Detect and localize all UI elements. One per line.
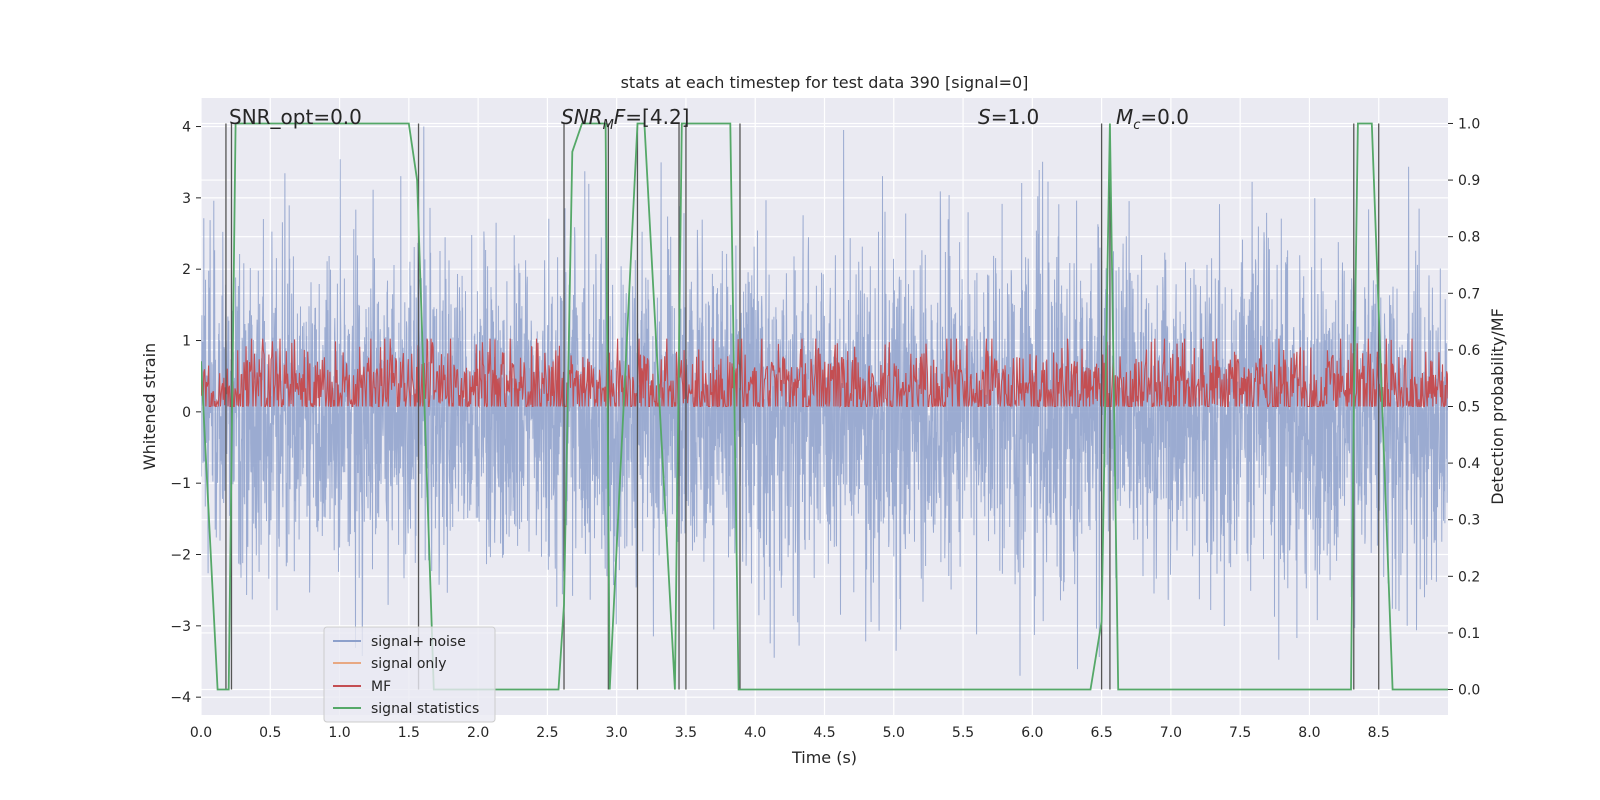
tick-labels: 0.0 0.5 1.0 1.5 2.0 2.5 3.0 3.5 4.0 4.5 5.0 5.5 6.0 6… (170, 116, 1480, 741)
annotation-mc-value: =0.0 (1140, 105, 1189, 129)
x-tick-label: 3.0 (606, 725, 628, 741)
series-layer (201, 122, 1448, 691)
x-tick-label: 4.0 (744, 725, 766, 741)
annotation-s-value: =1.0 (991, 105, 1040, 129)
y-axis-label-left: Whitened strain (140, 343, 159, 470)
x-tick-label: 2.5 (536, 725, 558, 741)
x-tick-label: 2.0 (467, 725, 489, 741)
chart-title: stats at each timestep for test data 390… (621, 73, 1029, 92)
y-tick-label: −1 (170, 476, 191, 492)
y-right-tick-label: 1.0 (1458, 116, 1480, 132)
x-tick-label: 0.5 (259, 725, 281, 741)
x-tick-label: 7.5 (1229, 725, 1251, 741)
y-tick-label: 4 (182, 120, 191, 136)
annotation-snr-opt: SNR_opt=0.0 (229, 105, 362, 129)
x-tick-label: 6.0 (1021, 725, 1043, 741)
x-tick-label: 6.5 (1090, 725, 1112, 741)
y-right-tick-label: 0.9 (1458, 173, 1480, 189)
y-right-tick-label: 0.8 (1458, 230, 1480, 246)
series-signal-noise (201, 126, 1448, 676)
x-axis-label: Time (s) (791, 748, 857, 767)
y-tick-label: −3 (170, 619, 191, 635)
y-right-tick-label: 0.0 (1458, 683, 1480, 699)
annotation-mc-label: M (1116, 105, 1133, 129)
legend-label-signal-noise: signal+ noise (371, 634, 466, 650)
x-tick-label: 7.0 (1160, 725, 1182, 741)
y-tick-label: −4 (170, 690, 191, 706)
y-tick-label: 2 (182, 262, 191, 278)
annotation-snr-mf-prefix: SNR (561, 105, 603, 129)
x-tick-label: 8.0 (1298, 725, 1320, 741)
x-tick-label: 0.0 (190, 725, 212, 741)
series-signal-statistics (201, 122, 1448, 691)
legend-box (323, 626, 496, 723)
annotation-s-label: S (978, 105, 991, 129)
legend: signal+ noise signal only MF signal stat… (323, 626, 496, 723)
y-right-tick-label: 0.3 (1458, 513, 1480, 529)
y-right-tick-label: 0.1 (1458, 626, 1480, 642)
annotation-mc-sub: c (1133, 118, 1140, 133)
y-tick-label: 0 (182, 405, 191, 421)
annotation-snr-mf-value: =[4.2] (625, 105, 689, 129)
x-tick-label: 1.0 (328, 725, 350, 741)
annotation-s: S=1.0 (978, 105, 1039, 129)
y-tick-label: 1 (182, 334, 191, 350)
x-tick-label: 5.5 (952, 725, 974, 741)
annotation-mc: Mc=0.0 (1116, 105, 1189, 133)
x-tick-label: 4.5 (813, 725, 835, 741)
x-tick-label: 5.0 (883, 725, 905, 741)
annotation-snr-mf-sub: M (603, 118, 614, 133)
y-right-tick-label: 0.7 (1458, 286, 1480, 302)
legend-label-signal-only: signal only (371, 656, 446, 672)
x-tick-label: 8.5 (1368, 725, 1390, 741)
x-tick-label: 1.5 (398, 725, 420, 741)
y-axis-label-right: Detection probability/MF (1488, 308, 1507, 505)
annotation-snr-mf-mid: F (614, 105, 626, 129)
y-right-tick-label: 0.6 (1458, 343, 1480, 359)
y-tick-label: 3 (182, 191, 191, 207)
y-right-tick-label: 0.4 (1458, 456, 1480, 472)
series-mf (201, 338, 1448, 409)
legend-label-mf: MF (371, 679, 391, 695)
y-right-tick-label: 0.2 (1458, 569, 1480, 585)
y-tick-label: −2 (170, 548, 191, 564)
y-right-tick-label: 0.5 (1458, 400, 1480, 416)
annotation-snr-mf: SNRMF=[4.2] (561, 105, 689, 133)
x-tick-label: 3.5 (675, 725, 697, 741)
legend-label-signal-statistics: signal statistics (371, 701, 479, 717)
